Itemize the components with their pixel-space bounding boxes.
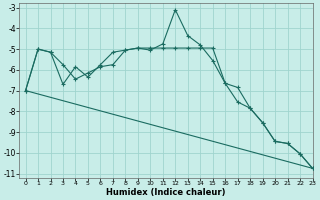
X-axis label: Humidex (Indice chaleur): Humidex (Indice chaleur)	[106, 188, 226, 197]
